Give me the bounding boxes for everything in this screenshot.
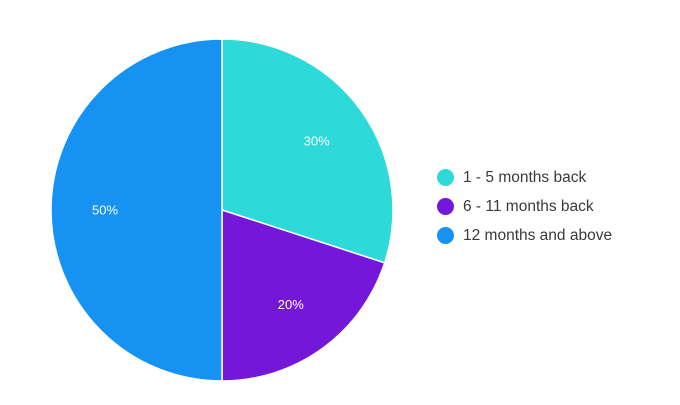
legend-swatch-6-11-months xyxy=(437,198,454,215)
legend-item-6-11-months: 6 - 11 months back xyxy=(437,197,612,216)
legend: 1 - 5 months back 6 - 11 months back 12 … xyxy=(437,168,612,245)
pie-slice-1-5-months xyxy=(221,38,394,264)
pie-slice-6-11-months xyxy=(221,209,386,382)
data-label-1-5-months: 30% xyxy=(304,134,330,149)
legend-label-1-5-months: 1 - 5 months back xyxy=(463,168,587,186)
legend-label-6-11-months: 6 - 11 months back xyxy=(463,197,594,215)
legend-item-12-months-above: 12 months and above xyxy=(437,226,612,245)
pie-slice-12-months-above xyxy=(50,38,223,382)
legend-label-12-months-above: 12 months and above xyxy=(463,226,613,244)
legend-item-1-5-months: 1 - 5 months back xyxy=(437,168,612,187)
data-label-6-11-months: 20% xyxy=(278,297,304,312)
legend-swatch-1-5-months xyxy=(437,169,454,186)
legend-swatch-12-months-above xyxy=(437,227,454,244)
data-label-12-months-above: 50% xyxy=(92,203,118,218)
